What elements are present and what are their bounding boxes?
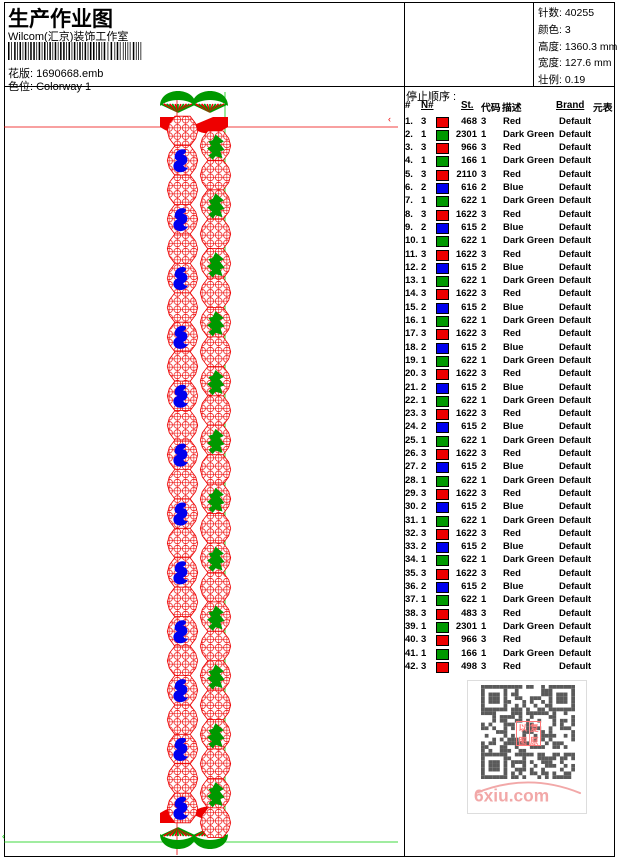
svg-text:‹: ‹ <box>2 831 5 841</box>
svg-text:6xiu.com: 6xiu.com <box>474 786 549 806</box>
svg-text:‹: ‹ <box>388 114 391 124</box>
